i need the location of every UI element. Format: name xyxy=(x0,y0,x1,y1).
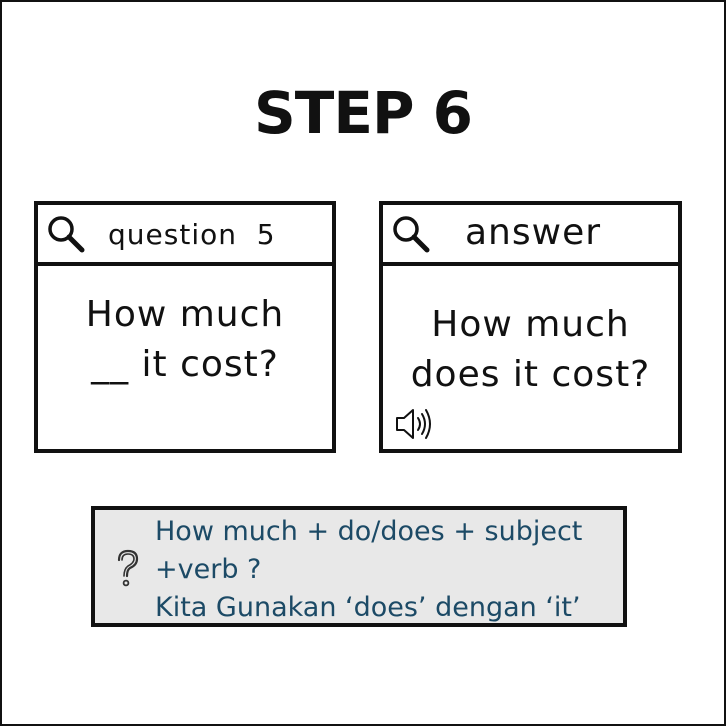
tip-line-1: How much + do/does + subject xyxy=(155,516,583,547)
question-card-body: How much __ it cost? xyxy=(38,290,332,390)
answer-card-title: answer xyxy=(465,212,602,253)
question-icon xyxy=(117,549,139,587)
tip-text: How much + do/does + subject +verb ? Kit… xyxy=(155,513,617,627)
grammar-tip-box: How much + do/does + subject +verb ? Kit… xyxy=(91,506,627,627)
answer-text-line-1: How much xyxy=(431,304,630,345)
question-card-header: question 5 xyxy=(38,205,332,266)
tip-line-3: Kita Gunakan ‘does’ dengan ‘it’ xyxy=(155,592,581,623)
tip-line-2: +verb ? xyxy=(155,554,262,585)
question-text-line-1: How much xyxy=(85,294,285,335)
answer-text-line-2: does it cost? xyxy=(410,354,651,395)
answer-card-body: How much does it cost? xyxy=(383,300,678,400)
answer-card-header: answer xyxy=(383,205,678,266)
page-title: STEP 6 xyxy=(253,79,473,147)
question-card: question 5 How much __ it cost? xyxy=(34,201,336,453)
search-icon xyxy=(48,216,85,253)
speaker-icon[interactable] xyxy=(393,403,435,445)
search-icon xyxy=(393,216,430,253)
answer-card: answer How much does it cost? xyxy=(379,201,682,453)
question-text-line-2: __ it cost? xyxy=(91,344,279,385)
question-card-title: question 5 xyxy=(108,218,276,251)
